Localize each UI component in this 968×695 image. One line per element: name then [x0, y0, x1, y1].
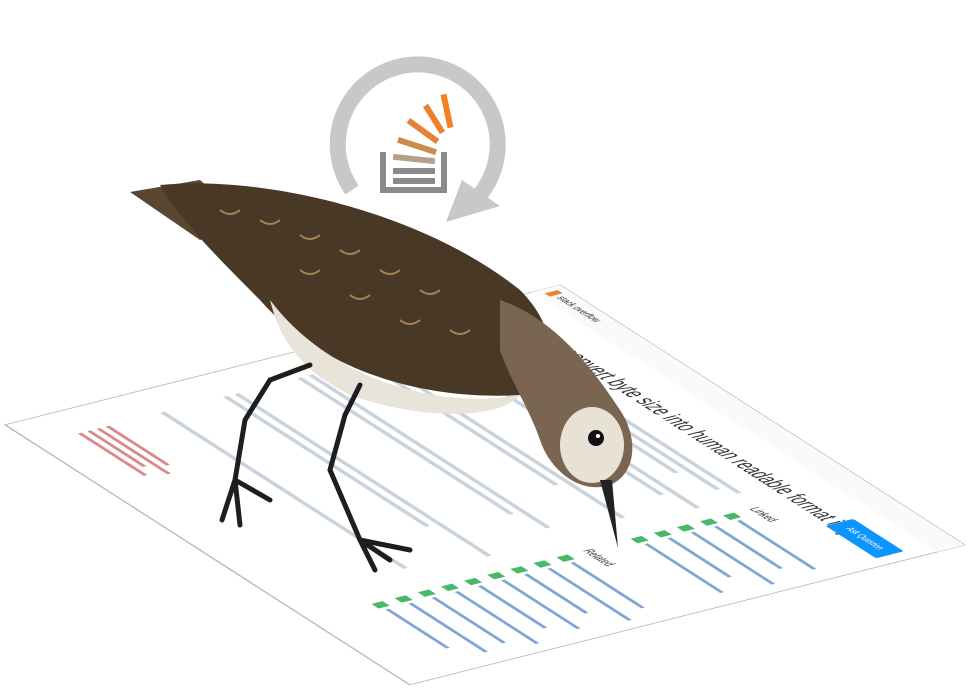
so-logo — [380, 93, 454, 193]
sandpiper — [130, 180, 633, 573]
refresh-arrow — [329, 56, 506, 222]
